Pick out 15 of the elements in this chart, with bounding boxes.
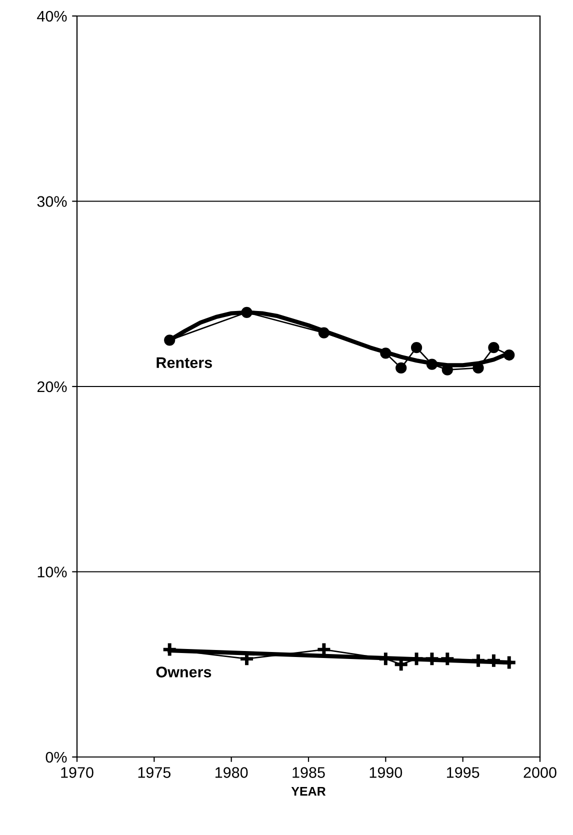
y-tick-label: 0%: [46, 752, 67, 763]
x-tick-label: 1970: [61, 767, 94, 778]
x-tick-label: 1990: [370, 767, 402, 778]
x-tick-label: 1980: [216, 767, 248, 778]
x-tick-label: 2000: [524, 767, 556, 778]
x-tick-label: 1995: [447, 767, 480, 778]
y-tick-label: 40%: [37, 10, 67, 22]
series-label: Owners: [156, 666, 212, 678]
series-label: Renters: [156, 357, 212, 368]
y-tick-label: 30%: [37, 196, 67, 207]
x-axis-title: YEAR: [291, 786, 326, 796]
x-tick-label: 1975: [138, 767, 171, 778]
y-tick-label: 10%: [38, 566, 67, 578]
x-tick-label: 1985: [292, 767, 325, 778]
y-tick-label: 20%: [37, 381, 67, 392]
